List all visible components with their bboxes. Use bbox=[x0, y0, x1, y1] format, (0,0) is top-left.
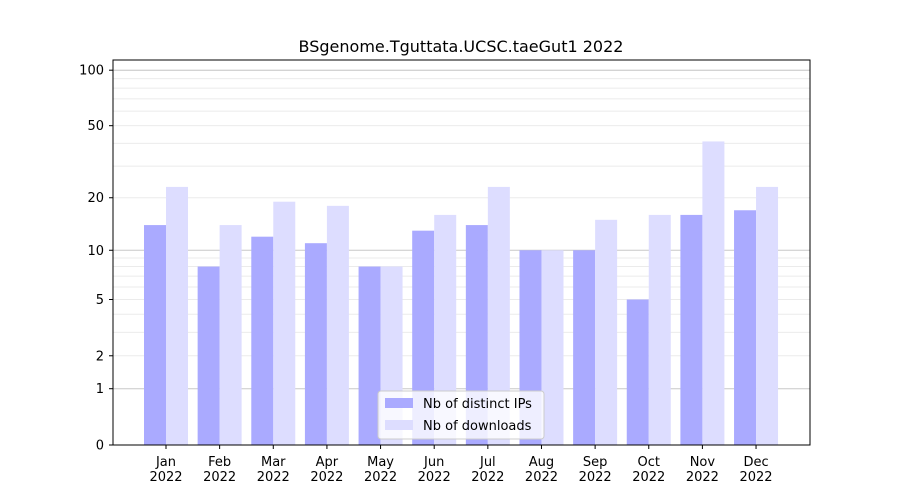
bar-distinct-ips bbox=[734, 210, 757, 445]
x-tick-label: May 2022 bbox=[364, 455, 397, 485]
bar-distinct-ips bbox=[197, 266, 220, 445]
y-tick-label: 100 bbox=[79, 64, 104, 79]
bar-downloads bbox=[595, 219, 618, 445]
bar-distinct-ips bbox=[465, 225, 488, 445]
bar-downloads bbox=[166, 186, 188, 445]
x-tick-label: Jan 2022 bbox=[149, 455, 182, 485]
bar-distinct-ips bbox=[680, 214, 703, 445]
x-tick-label: Dec 2022 bbox=[739, 455, 772, 485]
bar-downloads bbox=[756, 186, 779, 445]
x-tick-label: Mar 2022 bbox=[257, 455, 290, 485]
x-tick-label: Feb 2022 bbox=[203, 455, 236, 485]
y-tick-label: 10 bbox=[87, 244, 104, 259]
axes-frame bbox=[112, 59, 811, 446]
x-tick-label: Nov 2022 bbox=[686, 455, 719, 485]
bar-downloads bbox=[219, 225, 242, 445]
x-tick-label: Apr 2022 bbox=[310, 455, 343, 485]
legend-swatch-ips bbox=[385, 398, 413, 408]
x-tick-label: Aug 2022 bbox=[525, 455, 558, 485]
y-tick-label: 1 bbox=[96, 382, 104, 397]
legend-label-downloads: Nb of downloads bbox=[423, 419, 532, 434]
bar-downloads bbox=[326, 205, 349, 445]
y-tick-label: 0 bbox=[96, 439, 104, 454]
bar-downloads bbox=[541, 250, 564, 445]
bar-downloads bbox=[702, 141, 725, 445]
legend-swatch-downloads bbox=[385, 420, 413, 430]
y-tick-label: 5 bbox=[96, 293, 104, 308]
y-tick-label: 50 bbox=[87, 119, 104, 134]
x-tick-label: Oct 2022 bbox=[632, 455, 665, 485]
bar-distinct-ips bbox=[573, 250, 596, 445]
chart-title: BSgenome.Tguttata.UCSC.taeGut1 2022 bbox=[299, 37, 624, 56]
bar-distinct-ips bbox=[626, 299, 649, 445]
bar-distinct-ips bbox=[358, 266, 381, 445]
x-tick-label: Jun 2022 bbox=[418, 455, 451, 485]
legend: Nb of distinct IPs Nb of downloads bbox=[377, 390, 545, 440]
y-tick-label: 20 bbox=[87, 191, 104, 206]
y-tick-label: 2 bbox=[96, 349, 104, 364]
bar-distinct-ips bbox=[144, 225, 166, 445]
bar-downloads bbox=[273, 201, 296, 445]
bar-downloads bbox=[434, 214, 457, 445]
x-tick-label: Jul 2022 bbox=[471, 455, 504, 485]
x-tick-label: Sep 2022 bbox=[579, 455, 612, 485]
bar-distinct-ips bbox=[251, 236, 274, 445]
legend-label-ips: Nb of distinct IPs bbox=[423, 397, 532, 412]
bar-downloads bbox=[648, 214, 671, 445]
bar-distinct-ips bbox=[304, 243, 327, 445]
bar-downloads bbox=[487, 186, 510, 445]
